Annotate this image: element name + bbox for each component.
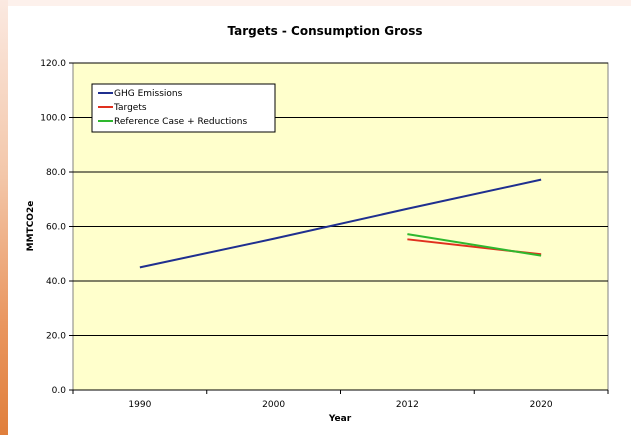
x-tick-label: 2000 [262,400,285,410]
series-line-ghg-emissions [139,178,542,269]
chart-title: Targets - Consumption Gross [227,24,422,38]
y-tick-label: 100.0 [40,114,66,124]
y-tick-label: 0.0 [52,386,67,396]
y-tick-label: 20.0 [46,332,66,342]
series-line-reference-case-reductions [407,233,542,257]
series-lines [139,178,542,269]
x-axis-title: Year [328,414,352,424]
x-axis-ticks: 1990 2000 2012 2020 [72,389,609,410]
legend-label: Reference Case + Reductions [114,117,247,127]
legend-label: Targets [113,103,147,113]
decorative-top-band [8,0,631,6]
x-tick-label: 2012 [396,400,419,410]
y-tick-label: 60.0 [46,223,66,233]
legend: GHG Emissions Targets Reference Case + Red… [91,83,276,133]
legend-box [91,83,276,133]
y-tick-label: 80.0 [46,168,66,178]
y-tick-label: 120.0 [40,59,66,69]
y-tick-label: 40.0 [46,277,66,287]
x-tick-label: 2020 [530,400,553,410]
y-axis-ticks: 0.0 20.0 40.0 60.0 80.0 100.0 120.0 [40,59,73,396]
x-tick-label: 1990 [128,400,151,410]
y-axis-title: MMTCO2e [26,201,36,252]
decorative-left-bar [0,0,8,435]
legend-label: GHG Emissions [114,89,183,99]
